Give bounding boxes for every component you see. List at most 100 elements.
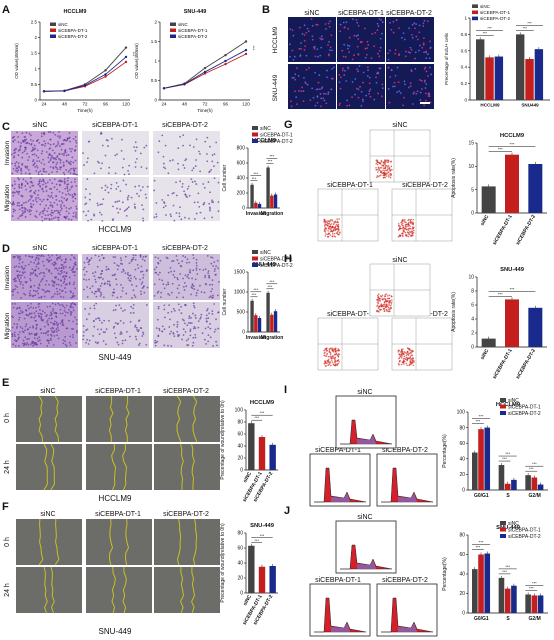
cell-dot bbox=[314, 104, 317, 107]
cell-dot bbox=[194, 314, 197, 317]
event-dot bbox=[337, 225, 340, 228]
cell-dot bbox=[45, 315, 47, 318]
cell-dot bbox=[35, 164, 38, 167]
event-dot bbox=[388, 302, 390, 304]
cell-dot bbox=[117, 343, 120, 346]
event-dot bbox=[377, 175, 380, 178]
cell-dot bbox=[132, 256, 135, 259]
cell-dot bbox=[25, 138, 28, 141]
cell-dot bbox=[61, 290, 63, 293]
event-dot bbox=[378, 169, 380, 172]
cell-dot bbox=[211, 296, 213, 299]
cell-dot bbox=[42, 210, 45, 213]
event-dot bbox=[404, 221, 406, 223]
event-dot bbox=[401, 224, 404, 227]
cell-dot bbox=[57, 323, 60, 326]
bar bbox=[525, 475, 531, 490]
cell-dot bbox=[139, 326, 142, 329]
wound-image bbox=[16, 444, 82, 490]
wound-image bbox=[86, 519, 152, 565]
cell-dot bbox=[177, 262, 180, 265]
cell-dot bbox=[413, 91, 416, 94]
cell-dot bbox=[55, 166, 58, 169]
cell-dot bbox=[45, 204, 47, 207]
panel-f-row-24h: 24 h bbox=[4, 583, 11, 597]
cell-dot bbox=[358, 65, 361, 67]
event-dot bbox=[379, 309, 381, 311]
cell-dot bbox=[209, 336, 212, 339]
cell-dot bbox=[207, 340, 210, 343]
cell-dot bbox=[33, 312, 36, 314]
cell-dot bbox=[17, 193, 20, 195]
cell-dot bbox=[66, 327, 69, 330]
cell-dot bbox=[39, 280, 42, 283]
y-tick-label: 800 bbox=[237, 146, 246, 152]
cell-dot bbox=[360, 90, 363, 93]
cell-dot bbox=[116, 264, 119, 267]
cell-dot bbox=[21, 163, 24, 166]
cell-dot bbox=[303, 48, 306, 51]
cell-dot bbox=[108, 166, 111, 169]
cell-dot bbox=[143, 285, 145, 287]
transwell-image-d-mig-dt1 bbox=[82, 302, 149, 348]
cell-dot bbox=[420, 88, 423, 90]
cell-dot bbox=[167, 172, 170, 175]
cell-dot bbox=[74, 215, 77, 218]
cell-dot bbox=[330, 88, 333, 91]
cell-dot bbox=[24, 148, 27, 151]
y-axis-label: Precentage of EdU+ cells bbox=[444, 32, 449, 85]
event-dot bbox=[324, 235, 327, 237]
event-dot bbox=[327, 235, 330, 238]
cell-dot bbox=[139, 278, 141, 281]
cell-dot bbox=[195, 138, 198, 141]
event-dot bbox=[385, 175, 388, 177]
cell-dot bbox=[21, 212, 24, 215]
event-dot bbox=[403, 351, 406, 353]
cell-dot bbox=[207, 317, 210, 319]
cell-dot bbox=[60, 295, 62, 298]
event-dot bbox=[334, 353, 336, 356]
cell-dot bbox=[321, 35, 323, 38]
panel-e-col-sinc: siNC bbox=[40, 388, 55, 395]
cell-dot bbox=[72, 336, 75, 339]
cell-dot bbox=[73, 257, 76, 260]
cell-dot bbox=[62, 305, 65, 308]
cell-dot bbox=[179, 265, 182, 267]
cell-dot bbox=[186, 275, 189, 278]
event-dot bbox=[412, 227, 415, 229]
event-dot bbox=[402, 235, 404, 237]
cell-dot bbox=[18, 262, 21, 265]
cell-dot bbox=[366, 66, 369, 69]
cell-dot bbox=[18, 259, 21, 261]
cell-dot bbox=[347, 27, 350, 30]
cell-dot bbox=[114, 256, 117, 259]
cell-dot bbox=[161, 279, 164, 282]
cell-dot bbox=[199, 316, 202, 319]
bar bbox=[476, 39, 485, 100]
cell-dot bbox=[207, 181, 210, 183]
cell-dot bbox=[99, 273, 102, 275]
cell-dot bbox=[137, 267, 140, 270]
cell-dot bbox=[364, 47, 367, 50]
cell-dot bbox=[72, 283, 75, 286]
cell-dot bbox=[217, 210, 220, 213]
event-dot bbox=[329, 225, 332, 228]
cell-dot bbox=[46, 305, 49, 308]
cell-dot bbox=[56, 293, 59, 296]
cell-dot bbox=[199, 153, 201, 155]
cell-dot bbox=[45, 321, 48, 324]
cell-dot bbox=[102, 296, 105, 299]
event-dot bbox=[410, 357, 413, 360]
cell-dot bbox=[49, 159, 52, 162]
data-point bbox=[224, 62, 227, 66]
cell-dot bbox=[42, 264, 45, 267]
event-dot bbox=[400, 221, 402, 224]
cell-dot bbox=[215, 141, 218, 144]
cell-dot bbox=[45, 171, 48, 173]
significance-stars: *** bbox=[479, 414, 484, 419]
event-dot bbox=[323, 362, 326, 365]
cell-dot bbox=[60, 259, 63, 262]
cell-dot bbox=[18, 280, 21, 283]
cell-dot bbox=[65, 160, 68, 163]
event-dot bbox=[390, 173, 392, 176]
